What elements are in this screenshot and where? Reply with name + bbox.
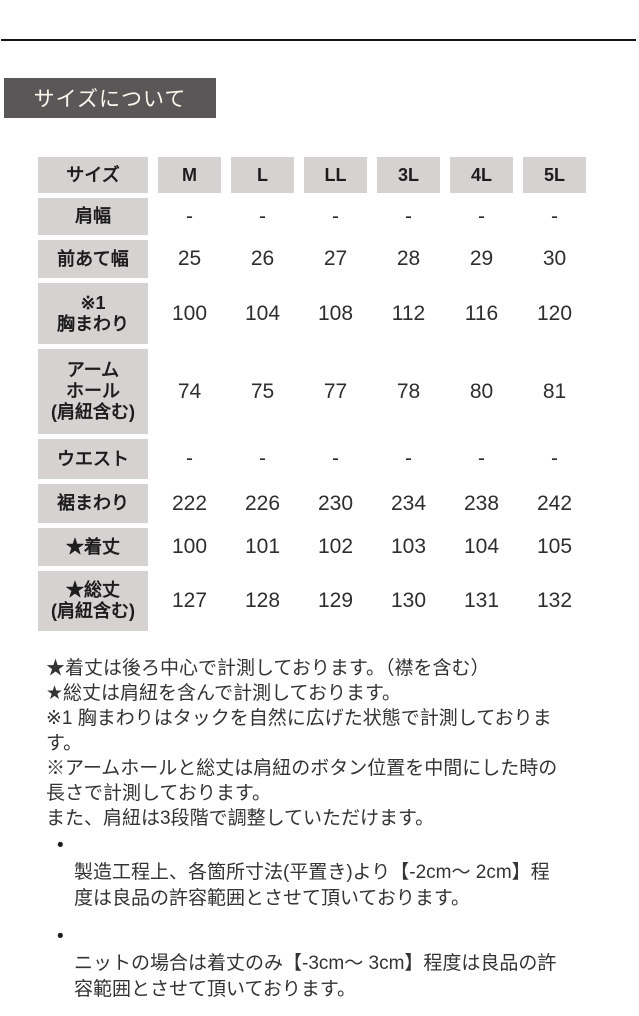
size-value-cell: 26 <box>231 240 294 278</box>
size-value-cell: - <box>450 198 513 235</box>
size-column-header: M <box>158 157 221 193</box>
size-value-cell: - <box>231 439 294 479</box>
size-value-cell: - <box>231 198 294 235</box>
size-value-cell: 242 <box>523 484 586 523</box>
size-column-header: 3L <box>377 157 440 193</box>
table-row: 肩幅 - - - - - - <box>38 198 586 235</box>
size-value-cell: 230 <box>304 484 367 523</box>
size-value-cell: 129 <box>304 571 367 631</box>
table-row: ウエスト - - - - - - <box>38 439 586 479</box>
list-item-text: ニットの場合は着丈のみ【-3cm～ 3cm】程度は良品の許 容範囲とさせて頂いて… <box>74 953 557 1000</box>
measurement-notes: ★着丈は後ろ中心で計測しております。（襟を含む） ★総丈は肩紐を含んで計測してお… <box>46 658 558 829</box>
size-value-cell: 116 <box>450 283 513 344</box>
row-label: ★総丈 (肩紐含む) <box>38 571 148 631</box>
table-row: ★着丈 100 101 102 103 104 105 <box>38 528 586 566</box>
size-value-cell: 28 <box>377 240 440 278</box>
section-title: サイズについて <box>4 78 216 118</box>
size-value-cell: - <box>158 198 221 235</box>
list-item: • ニットの場合は着丈のみ【-3cm～ 3cm】程度は良品の許 容範囲とさせて頂い… <box>57 925 597 1003</box>
size-value-cell: 101 <box>231 528 294 566</box>
size-value-cell: - <box>304 439 367 479</box>
size-value-cell: 100 <box>158 283 221 344</box>
row-label: 裾まわり <box>38 484 148 523</box>
size-column-header: LL <box>304 157 367 193</box>
size-value-cell: 104 <box>450 528 513 566</box>
table-row: ※1 胸まわり 100 104 108 112 116 120 <box>38 283 586 344</box>
size-value-cell: 130 <box>377 571 440 631</box>
size-value-cell: 131 <box>450 571 513 631</box>
table-row: 裾まわり 222 226 230 234 238 242 <box>38 484 586 523</box>
size-value-cell: 100 <box>158 528 221 566</box>
size-value-cell: 112 <box>377 283 440 344</box>
size-value-cell: - <box>304 198 367 235</box>
size-column-header: 5L <box>523 157 586 193</box>
size-column-header: L <box>231 157 294 193</box>
size-column-header: サイズ <box>38 157 148 193</box>
size-value-cell: - <box>523 198 586 235</box>
size-value-cell: - <box>377 439 440 479</box>
size-value-cell: - <box>158 439 221 479</box>
size-value-cell: 80 <box>450 349 513 434</box>
size-column-header: 4L <box>450 157 513 193</box>
size-value-cell: 27 <box>304 240 367 278</box>
size-value-cell: 120 <box>523 283 586 344</box>
row-label: ウエスト <box>38 439 148 479</box>
size-value-cell: 128 <box>231 571 294 631</box>
size-value-cell: 127 <box>158 571 221 631</box>
size-value-cell: 74 <box>158 349 221 434</box>
table-row: アーム ホール (肩紐含む) 74 75 77 78 80 81 <box>38 349 586 434</box>
list-item-text: 製造工程上、各箇所寸法(平置き)より【-2cm～ 2cm】程 度は良品の許容範囲… <box>74 862 550 909</box>
size-value-cell: 105 <box>523 528 586 566</box>
size-value-cell: 234 <box>377 484 440 523</box>
top-divider <box>1 39 636 41</box>
size-value-cell: - <box>377 198 440 235</box>
size-value-cell: 102 <box>304 528 367 566</box>
size-table: サイズ M L LL 3L 4L 5L 肩幅 - - - - - - 前あて幅 … <box>28 152 596 636</box>
size-value-cell: 81 <box>523 349 586 434</box>
size-value-cell: 238 <box>450 484 513 523</box>
size-value-cell: 226 <box>231 484 294 523</box>
row-label: 前あて幅 <box>38 240 148 278</box>
table-row: ★総丈 (肩紐含む) 127 128 129 130 131 132 <box>38 571 586 631</box>
size-value-cell: 104 <box>231 283 294 344</box>
list-item: • 製造工程上、各箇所寸法(平置き)より【-2cm～ 2cm】程 度は良品の許容範… <box>57 834 597 912</box>
row-label: 肩幅 <box>38 198 148 235</box>
size-value-cell: 108 <box>304 283 367 344</box>
table-row: 前あて幅 25 26 27 28 29 30 <box>38 240 586 278</box>
bullet-icon: • <box>57 926 64 947</box>
size-value-cell: - <box>523 439 586 479</box>
size-value-cell: 132 <box>523 571 586 631</box>
size-value-cell: 78 <box>377 349 440 434</box>
size-value-cell: 30 <box>523 240 586 278</box>
size-value-cell: 25 <box>158 240 221 278</box>
row-label: ※1 胸まわり <box>38 283 148 344</box>
size-value-cell: 29 <box>450 240 513 278</box>
size-value-cell: 103 <box>377 528 440 566</box>
bullet-icon: • <box>57 835 64 856</box>
tolerance-notes-list: • 製造工程上、各箇所寸法(平置き)より【-2cm～ 2cm】程 度は良品の許容範… <box>57 834 597 1016</box>
size-value-cell: 77 <box>304 349 367 434</box>
table-header-row: サイズ M L LL 3L 4L 5L <box>38 157 586 193</box>
row-label: ★着丈 <box>38 528 148 566</box>
size-value-cell: 222 <box>158 484 221 523</box>
size-value-cell: 75 <box>231 349 294 434</box>
row-label: アーム ホール (肩紐含む) <box>38 349 148 434</box>
size-value-cell: - <box>450 439 513 479</box>
